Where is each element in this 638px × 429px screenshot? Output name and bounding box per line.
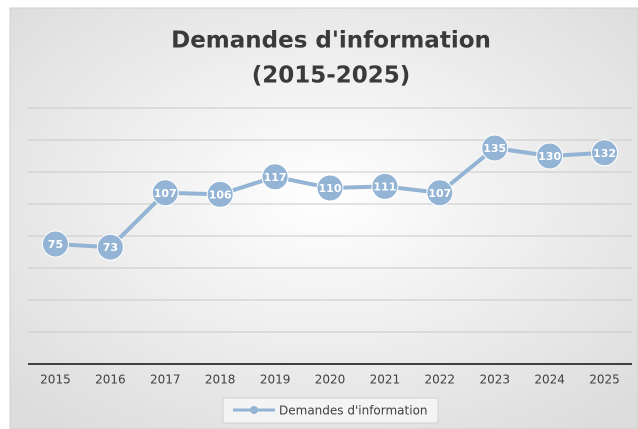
data-point: [316, 174, 344, 202]
x-tick-label: 2016: [95, 373, 126, 387]
data-label: 135: [483, 142, 506, 155]
x-tick-label: 2015: [40, 373, 71, 387]
legend-marker: [250, 406, 258, 414]
x-tick-label: 2022: [425, 373, 456, 387]
x-tick-label: 2017: [150, 373, 181, 387]
data-point: [426, 179, 454, 207]
x-tick-label: 2018: [205, 373, 236, 387]
x-tick-label: 2023: [479, 373, 510, 387]
legend-label: Demandes d'information: [279, 404, 428, 418]
data-point: [371, 172, 399, 200]
x-tick-label: 2020: [315, 373, 346, 387]
data-point: [41, 230, 69, 258]
data-label: 111: [373, 180, 396, 193]
x-tick-label: 2025: [589, 373, 620, 387]
data-label: 110: [319, 182, 342, 195]
data-label: 75: [48, 238, 63, 251]
data-point: [261, 163, 289, 191]
chart-background: [9, 7, 638, 429]
x-tick-label: 2021: [370, 373, 401, 387]
data-label: 130: [538, 150, 561, 163]
data-label: 107: [154, 187, 177, 200]
data-label: 73: [103, 241, 118, 254]
data-label: 107: [428, 187, 451, 200]
data-point: [536, 142, 564, 170]
data-label: 106: [209, 188, 232, 201]
data-point: [96, 233, 124, 261]
data-label: 117: [264, 171, 287, 184]
data-point: [481, 134, 509, 162]
chart-title: (2015-2025): [252, 63, 411, 89]
data-point: [206, 180, 234, 208]
data-point: [591, 139, 619, 167]
data-label: 132: [593, 147, 616, 160]
chart-title: Demandes d'information: [171, 28, 491, 54]
data-point: [151, 179, 179, 207]
x-tick-label: 2024: [534, 373, 565, 387]
x-tick-label: 2019: [260, 373, 291, 387]
